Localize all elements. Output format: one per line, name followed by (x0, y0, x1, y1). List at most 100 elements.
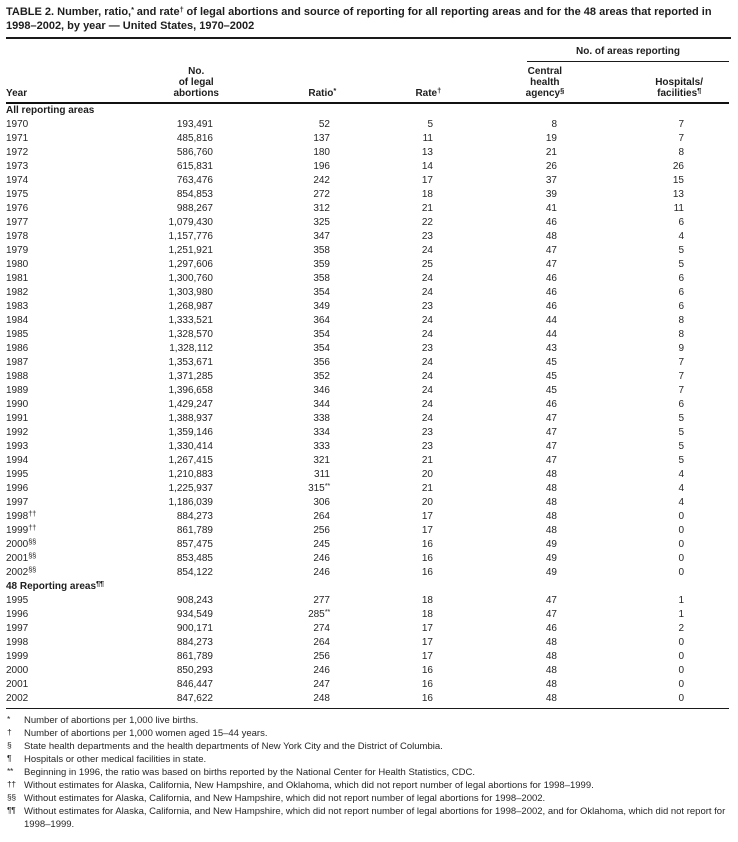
hospitals-value: 6 (678, 217, 684, 228)
central-value: 48 (545, 231, 557, 242)
footnote: †† Without estimates for Alaska, Californ… (6, 779, 732, 792)
central-value: 47 (545, 427, 557, 438)
year-value: 1991 (6, 413, 29, 424)
year-value: 2001 (6, 679, 29, 690)
central-cell: 48 (441, 692, 564, 709)
ratio-value: 333 (313, 441, 330, 452)
ratio-cell: 256 (219, 524, 336, 538)
ratio-cell: 338 (219, 412, 336, 426)
hospitals-cell: 5 (564, 258, 729, 272)
year-value: 1983 (6, 301, 29, 312)
ratio-value: 354 (313, 343, 330, 354)
year-value: 1979 (6, 245, 29, 256)
abortions-cell: 1,186,039 (126, 496, 219, 510)
footnote-marker: ** (7, 766, 14, 776)
rate-cell: 24 (336, 328, 441, 342)
hospitals-value: 0 (678, 693, 684, 704)
rate-value: 22 (421, 217, 433, 228)
rate-value: 16 (421, 665, 433, 676)
ratio-value: 359 (313, 259, 330, 270)
abortions-value: 1,359,146 (168, 427, 214, 438)
table-row: 1991 1,388,937 338 24 47 5 (6, 412, 729, 426)
footnote: ¶¶ Without estimates for Alaska, Californ… (6, 805, 732, 831)
central-cell: 45 (441, 356, 564, 370)
year-value: 1987 (6, 357, 29, 368)
hospitals-cell: 6 (564, 272, 729, 286)
central-cell: 47 (441, 244, 564, 258)
hospitals-value: 5 (678, 441, 684, 452)
central-cell: 48 (441, 636, 564, 650)
abortions-value: 1,429,247 (168, 399, 214, 410)
year-value: 1973 (6, 161, 29, 172)
table-row: 1970 193,491 52 5 8 7 (6, 118, 729, 132)
year-cell: 1988 (6, 370, 126, 384)
hospitals-value: 1 (678, 595, 684, 606)
footnote-marker-superscript: ¶ (697, 86, 702, 95)
central-value: 47 (545, 259, 557, 270)
abortions-cell: 1,429,247 (126, 398, 219, 412)
central-value: 39 (545, 189, 557, 200)
abortions-value: 1,328,112 (169, 343, 213, 354)
table-row: 1994 1,267,415 321 21 47 5 (6, 454, 729, 468)
central-cell: 41 (441, 202, 564, 216)
central-value: 47 (545, 455, 557, 466)
year-value: 1974 (6, 175, 29, 186)
year-cell: 1996 (6, 482, 126, 496)
footnote-marker-superscript: § (560, 86, 564, 95)
abortions-cell: 1,388,937 (126, 412, 219, 426)
hospitals-value: 7 (678, 119, 684, 130)
hospitals-value: 4 (678, 469, 684, 480)
central-value: 47 (545, 441, 557, 452)
hospitals-value: 9 (678, 343, 684, 354)
year-cell: 1970 (6, 118, 126, 132)
rate-cell: 25 (336, 258, 441, 272)
ratio-cell: 347 (219, 230, 336, 244)
ratio-value: 256 (313, 525, 330, 536)
footnote-marker-superscript: §§ (28, 551, 36, 560)
abortions-cell: 1,225,937 (126, 482, 219, 496)
hospitals-value: 7 (678, 385, 684, 396)
ratio-value: 52 (318, 119, 330, 130)
table-row: 1977 1,079,430 325 22 46 6 (6, 216, 729, 230)
ratio-cell: 325 (219, 216, 336, 230)
rate-value: 17 (421, 623, 433, 634)
hospitals-cell: 5 (564, 412, 729, 426)
abortions-cell: 193,491 (126, 118, 219, 132)
rate-cell: 20 (336, 468, 441, 482)
abortions-cell: 1,359,146 (126, 426, 219, 440)
abortions-value: 853,485 (176, 553, 213, 564)
hospitals-cell: 8 (564, 328, 729, 342)
year-value: 1997 (6, 623, 29, 634)
abortions-value: 934,549 (176, 609, 213, 620)
central-cell: 49 (441, 552, 564, 566)
abortions-cell: 854,122 (126, 566, 219, 580)
ratio-cell: 246 (219, 566, 336, 580)
ratio-value: 242 (313, 175, 330, 186)
ratio-value: 137 (313, 133, 330, 144)
central-cell: 48 (441, 524, 564, 538)
rate-cell: 24 (336, 244, 441, 258)
central-value: 48 (545, 511, 557, 522)
hospitals-value: 4 (678, 497, 684, 508)
year-value: 1992 (6, 427, 29, 438)
ratio-value: 277 (313, 595, 330, 606)
rate-cell: 24 (336, 412, 441, 426)
rate-cell: 24 (336, 384, 441, 398)
header-line: health (530, 77, 560, 88)
abortions-value: 1,157,776 (168, 231, 214, 242)
table-row: 1995 1,210,883 311 20 48 4 (6, 468, 729, 482)
abortions-value: 846,447 (176, 679, 213, 690)
rate-cell: 18 (336, 594, 441, 608)
table-row: 1997 1,186,039 306 20 48 4 (6, 496, 729, 510)
year-value: 1989 (6, 385, 29, 396)
ratio-value: 180 (313, 147, 330, 158)
year-cell: 1990 (6, 398, 126, 412)
footnote: ¶ Hospitals or other medical facilities i… (6, 753, 732, 766)
abortions-cell: 615,831 (126, 160, 219, 174)
rate-value: 16 (421, 539, 433, 550)
ratio-cell: 312 (219, 202, 336, 216)
footnote-marker: * (7, 714, 11, 724)
year-value: 1993 (6, 441, 29, 452)
rate-value: 23 (421, 231, 433, 242)
rate-cell: 22 (336, 216, 441, 230)
